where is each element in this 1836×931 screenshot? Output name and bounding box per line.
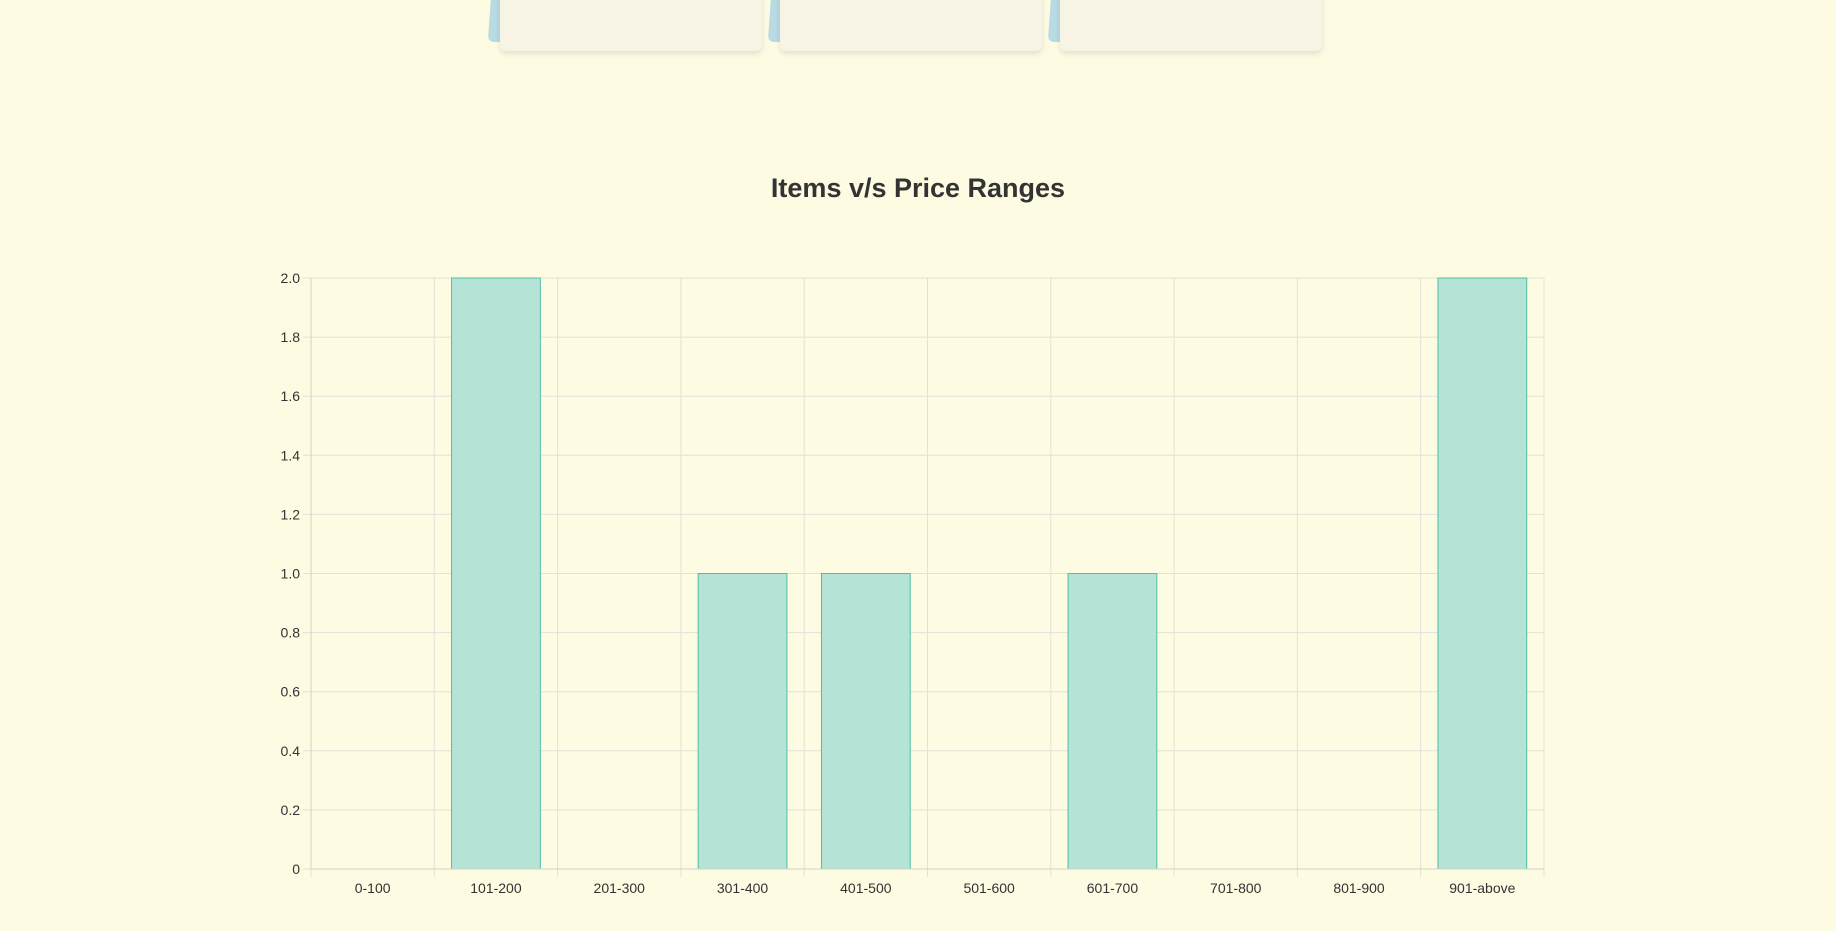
card-body [780,0,1042,51]
y-tick-label: 2.0 [281,270,301,286]
x-tick-label: 301-400 [717,880,769,896]
x-tick-label: 701-800 [1210,880,1262,896]
y-tick-label: 1.8 [281,329,301,345]
card-1[interactable] [487,0,770,52]
card-2[interactable] [767,0,1050,52]
y-tick-label: 1.4 [281,447,301,463]
x-tick-label: 901-above [1449,880,1515,896]
y-tick-label: 0 [292,861,300,877]
x-tick-label: 0-100 [355,880,391,896]
chart-title: Items v/s Price Ranges [770,173,1066,203]
x-tick-label: 501-600 [963,880,1015,896]
bar [820,573,911,870]
y-tick-label: 1.0 [281,566,301,582]
y-tick-label: 1.2 [281,506,301,522]
y-tick-label: 0.6 [281,684,301,700]
card-body [500,0,762,51]
x-tick-label: 601-700 [1087,880,1139,896]
x-tick-label: 201-300 [594,880,646,896]
y-tick-label: 0.8 [281,625,301,641]
bar [1437,277,1528,870]
x-tick-label: 801-900 [1333,880,1385,896]
x-tick-label: 401-500 [840,880,892,896]
card-3[interactable] [1047,0,1330,52]
bar [1067,573,1158,870]
card-row [0,0,1836,60]
x-tick-label: 101-200 [470,880,522,896]
y-tick-label: 0.4 [281,743,301,759]
bar [451,277,541,870]
y-tick-label: 0.2 [281,802,301,818]
y-tick-label: 1.6 [281,388,301,404]
card-body [1060,0,1322,51]
bar [697,573,788,870]
